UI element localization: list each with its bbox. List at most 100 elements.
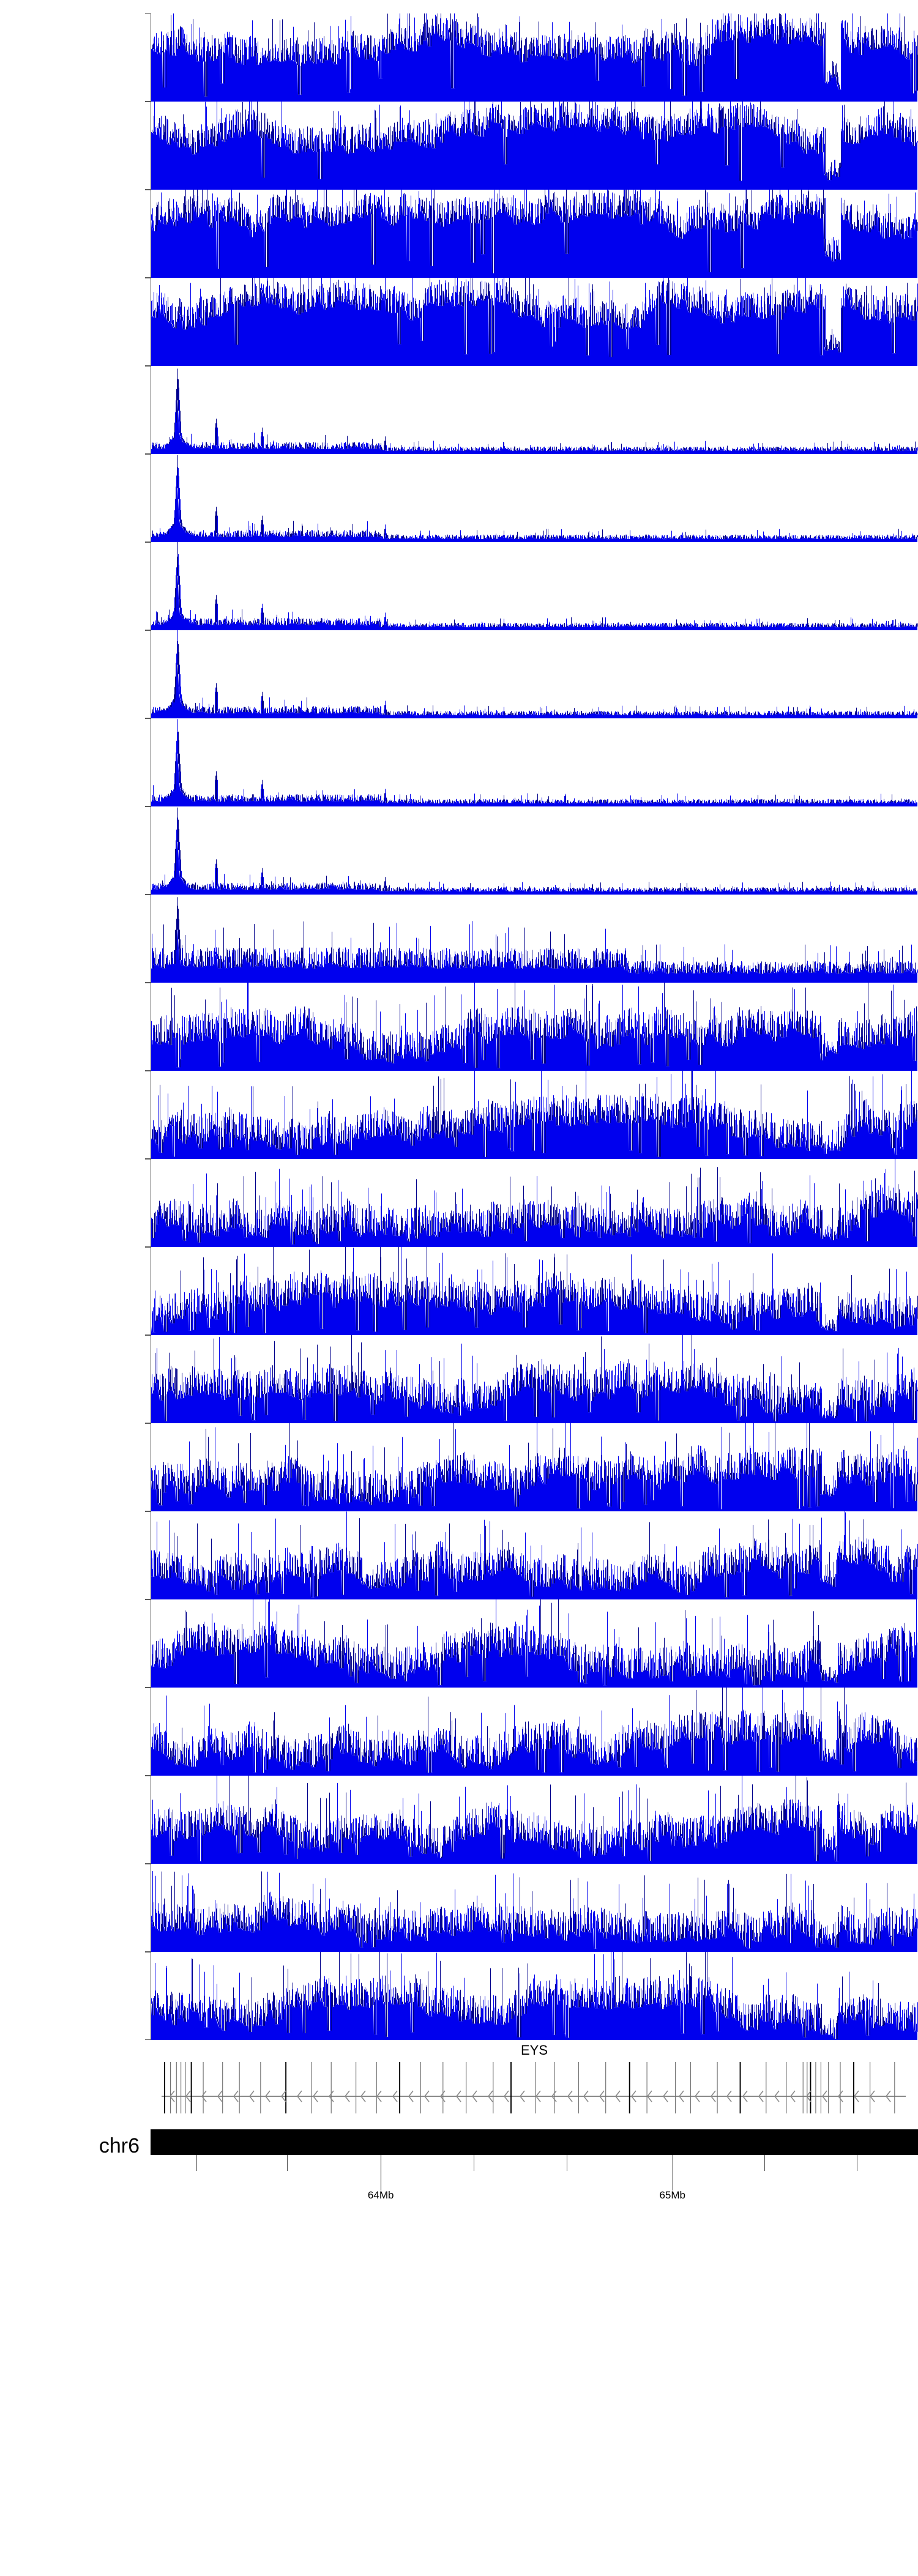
coverage-tracks-container (0, 13, 918, 2040)
track-plot[interactable] (145, 1071, 918, 1159)
track-label-GSM5550297[interactable] (0, 1776, 146, 1864)
y-tick-max (145, 454, 151, 455)
coverage-track (0, 718, 918, 806)
gene-name-label: EYS (151, 2042, 918, 2058)
track-label-GSM5550302[interactable] (0, 1335, 146, 1423)
track-label-GSM5550308[interactable] (0, 806, 146, 895)
track-plot[interactable] (145, 983, 918, 1071)
track-plot[interactable] (145, 1423, 918, 1511)
y-tick-min (145, 982, 151, 983)
track-label-GSM5550313[interactable] (0, 454, 146, 542)
track-label-GSM5550295[interactable] (0, 1952, 146, 2040)
coverage-track (0, 1599, 918, 1688)
axis-minor-tick (287, 2155, 288, 2171)
genomic-axis: 64Mb 65Mb (151, 2155, 918, 2204)
track-plot[interactable] (145, 1511, 918, 1599)
coverage-track (0, 1688, 918, 1776)
y-tick-max (145, 1511, 151, 1512)
track-plot[interactable] (145, 1688, 918, 1776)
y-tick-min (145, 1951, 151, 1952)
coverage-track (0, 895, 918, 983)
y-tick-max (145, 718, 151, 719)
track-label-GSM5550310[interactable] (0, 630, 146, 718)
track-label-GSM5550317[interactable] (0, 102, 146, 190)
axis-minor-tick (196, 2155, 198, 2171)
y-tick-min (145, 894, 151, 895)
coverage-track (0, 278, 918, 366)
track-label-GSM5550298[interactable] (0, 1688, 146, 1776)
coverage-track (0, 13, 918, 102)
track-label-GSM5550318[interactable] (0, 13, 146, 102)
coverage-track (0, 102, 918, 190)
y-tick-min (145, 2039, 151, 2040)
y-tick-min (145, 1687, 151, 1688)
coverage-track (0, 1952, 918, 2040)
track-label-GSM5550314[interactable] (0, 366, 146, 454)
y-tick-min (145, 365, 151, 366)
y-tick-min (145, 189, 151, 190)
coverage-track (0, 1776, 918, 1864)
track-label-GSM5550296[interactable] (0, 1864, 146, 1952)
axis-tick-label: 64Mb (368, 2189, 394, 2202)
track-plot[interactable] (145, 278, 918, 366)
y-tick-min (145, 453, 151, 454)
coverage-track (0, 366, 918, 454)
y-tick-max (145, 1247, 151, 1248)
coverage-track (0, 190, 918, 278)
track-label-GSM5550309[interactable] (0, 718, 146, 806)
coverage-track (0, 806, 918, 895)
axis-tick-label: 65Mb (659, 2189, 685, 2202)
track-label-GSM5550306[interactable] (0, 983, 146, 1071)
chromosome-label: chr6 (0, 2134, 146, 2158)
track-plot[interactable] (145, 1159, 918, 1247)
y-tick-max (145, 806, 151, 807)
track-plot[interactable] (145, 1335, 918, 1423)
chromosome-ideogram-row: chr6 64Mb 65Mb (0, 2113, 918, 2205)
track-plot[interactable] (145, 102, 918, 190)
axis-minor-tick (764, 2155, 766, 2171)
track-label-GSM5550315[interactable] (0, 278, 146, 366)
coverage-track (0, 1071, 918, 1159)
y-tick-max (145, 1159, 151, 1160)
y-tick-max (145, 1423, 151, 1424)
track-label-GSM5550303[interactable] (0, 1247, 146, 1335)
track-plot[interactable] (145, 895, 918, 983)
coverage-track (0, 1159, 918, 1247)
track-label-GSM5550301[interactable] (0, 1423, 146, 1511)
track-label-GSM5550311[interactable] (0, 542, 146, 630)
track-plot[interactable] (145, 630, 918, 718)
y-tick-min (145, 1246, 151, 1247)
track-plot[interactable] (145, 806, 918, 895)
y-tick-max (145, 13, 151, 14)
track-plot[interactable] (145, 718, 918, 806)
track-plot[interactable] (145, 1952, 918, 2040)
track-label-GSM5550299[interactable] (0, 1599, 146, 1688)
gene-model-plot[interactable]: EYS (151, 2040, 918, 2113)
y-tick-max (145, 1335, 151, 1336)
track-label-GSM5550304[interactable] (0, 1159, 146, 1247)
track-plot[interactable] (145, 542, 918, 630)
track-plot[interactable] (145, 13, 918, 102)
track-label-GSM5550307[interactable] (0, 895, 146, 983)
coverage-track (0, 630, 918, 718)
coverage-track (0, 983, 918, 1071)
track-plot[interactable] (145, 366, 918, 454)
gene-annotation-track: EYS (0, 2040, 918, 2113)
coverage-track (0, 1423, 918, 1511)
track-plot[interactable] (145, 1247, 918, 1335)
y-tick-min (145, 101, 151, 102)
track-plot[interactable] (145, 1776, 918, 1864)
ideogram-bar[interactable] (151, 2129, 918, 2155)
y-tick-min (145, 277, 151, 278)
track-label-GSM5550316[interactable] (0, 190, 146, 278)
coverage-track (0, 1247, 918, 1335)
coverage-track (0, 1864, 918, 1952)
track-label-GSM5550300[interactable] (0, 1511, 146, 1599)
track-plot[interactable] (145, 1599, 918, 1688)
track-plot[interactable] (145, 454, 918, 542)
track-plot[interactable] (145, 190, 918, 278)
track-plot[interactable] (145, 1864, 918, 1952)
track-label-GSM5550305[interactable] (0, 1071, 146, 1159)
top-spacer (0, 0, 918, 13)
